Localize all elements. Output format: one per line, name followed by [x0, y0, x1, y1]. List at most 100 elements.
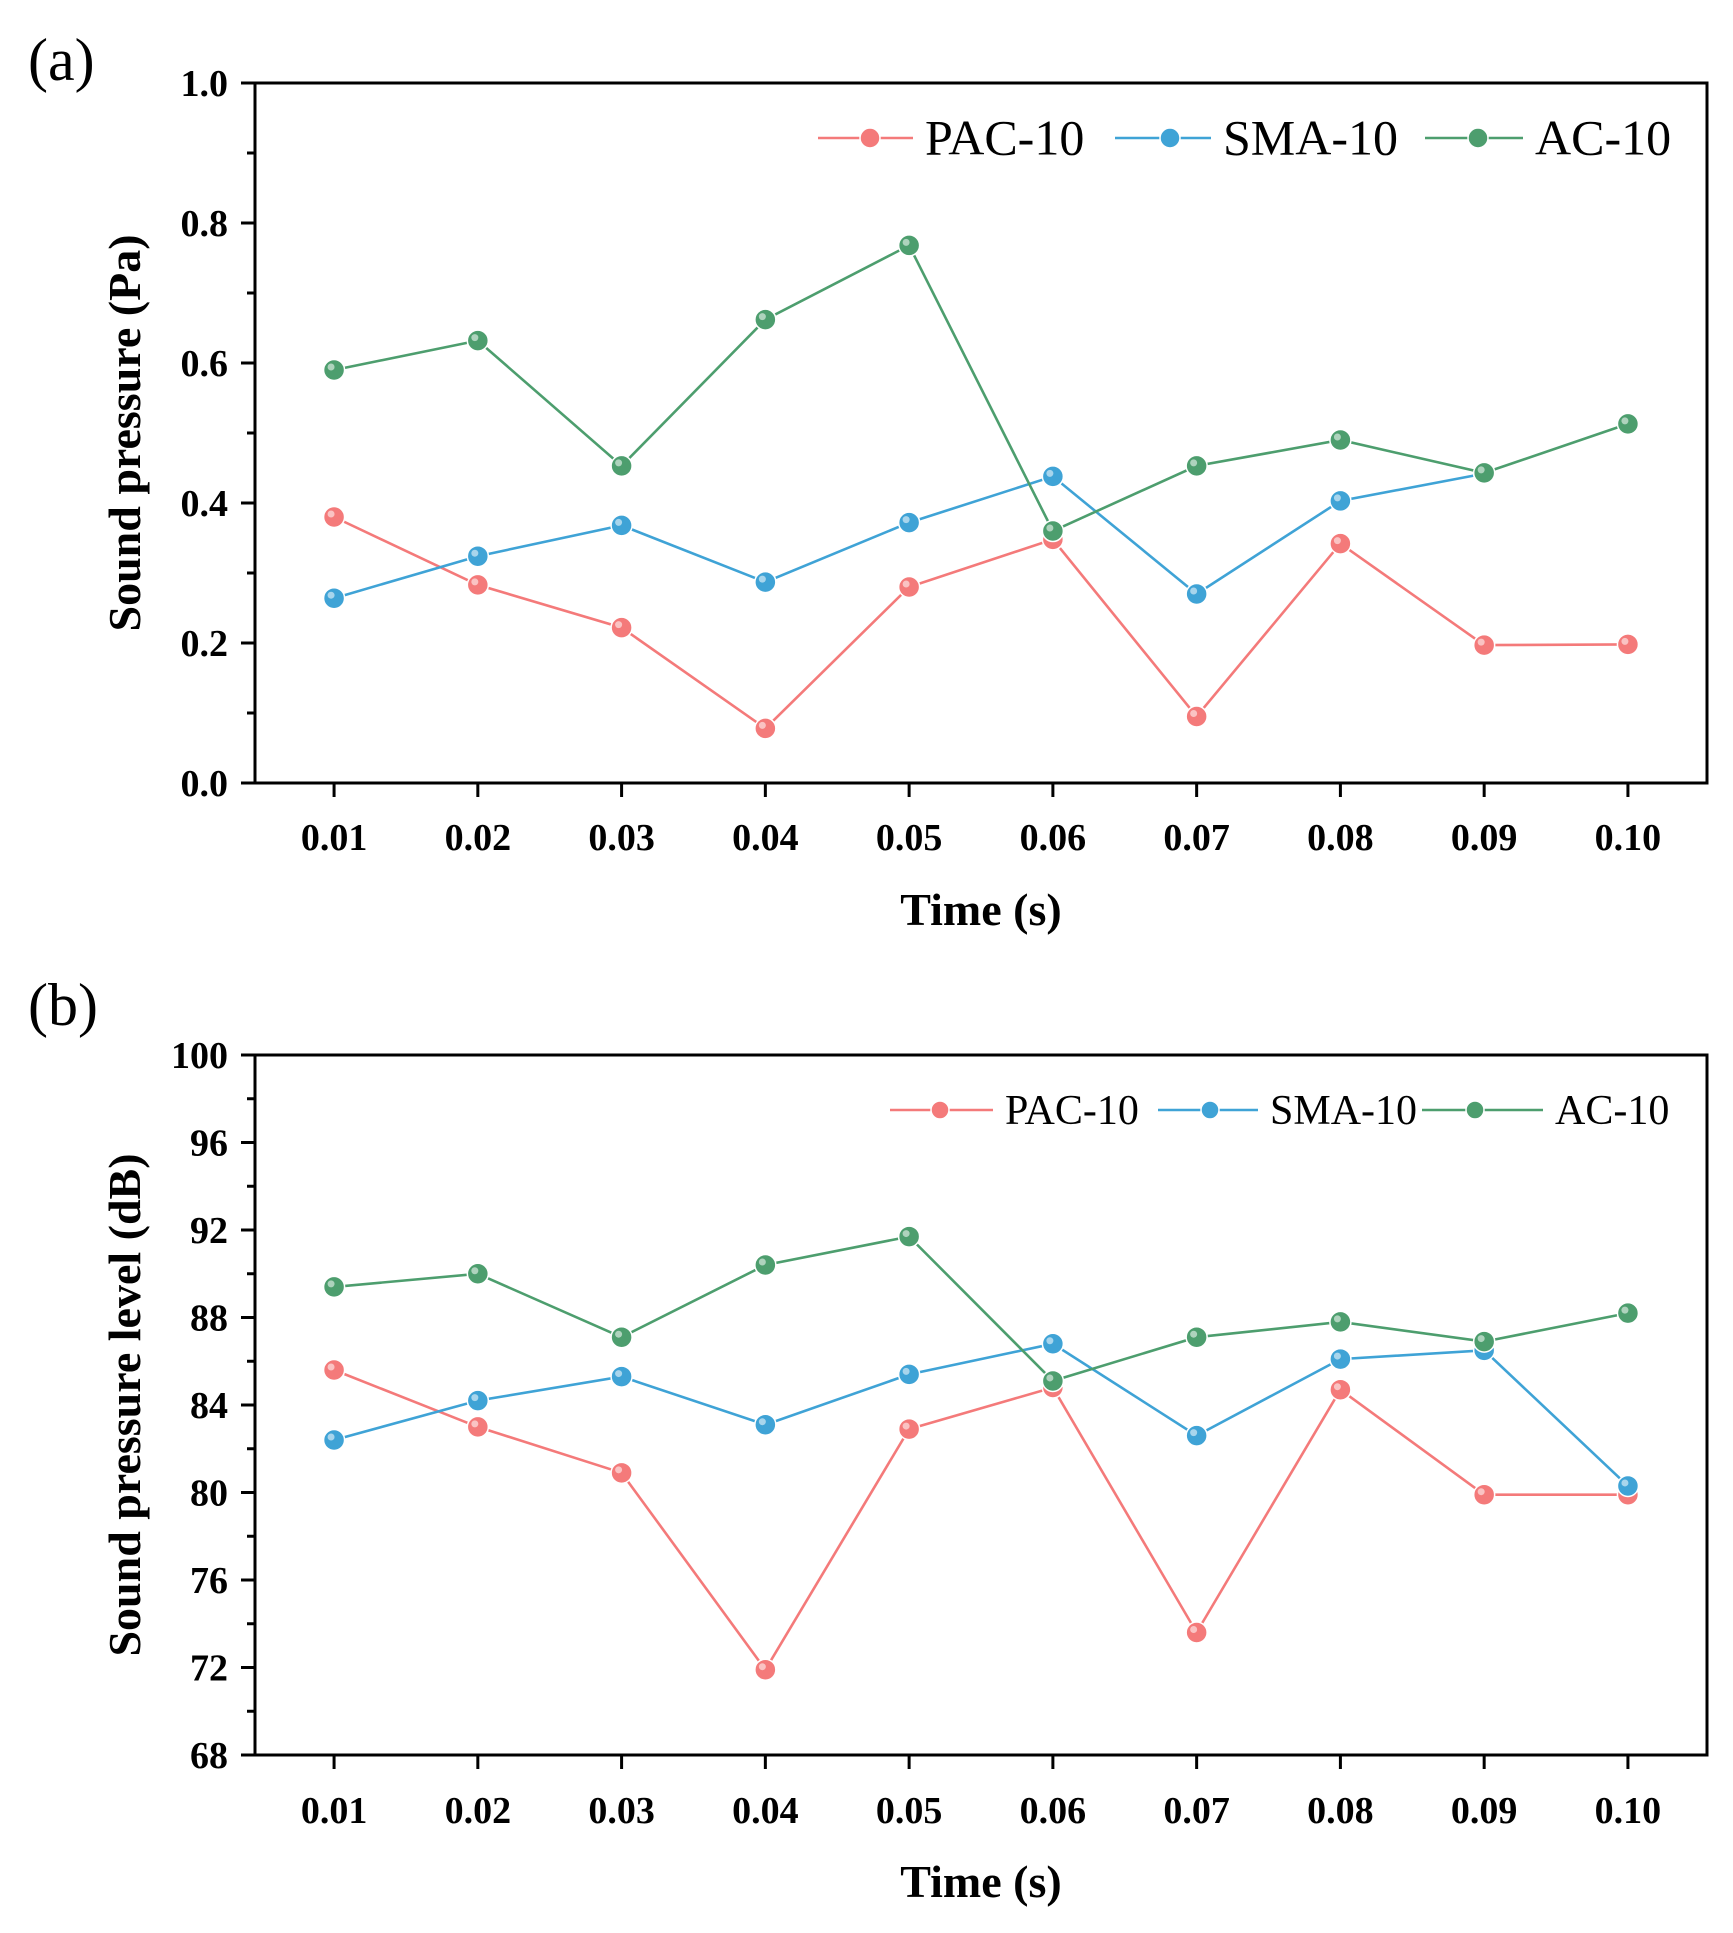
data-point-highlight	[471, 334, 479, 342]
data-point	[1329, 1347, 1352, 1371]
data-point	[466, 573, 490, 597]
data-point-highlight	[902, 238, 910, 246]
data-point	[466, 544, 490, 568]
data-point-highlight	[1621, 1479, 1629, 1487]
data-point-highlight	[1046, 469, 1054, 477]
data-point-highlight	[327, 363, 335, 371]
x-tick-label: 0.05	[876, 817, 943, 859]
x-tick-label: 0.01	[301, 817, 368, 859]
legend-marker	[1467, 127, 1489, 149]
y-tick-label: 100	[171, 1035, 228, 1077]
data-point-highlight	[1046, 1374, 1054, 1382]
series-sma-10	[322, 462, 1496, 610]
data-point	[322, 358, 346, 382]
y-tick-label: 0.6	[181, 343, 229, 385]
series-ac-10	[322, 234, 1640, 543]
data-point	[610, 454, 633, 478]
data-point-highlight	[615, 459, 623, 467]
panel-label: (a)	[28, 27, 95, 93]
data-point-highlight	[615, 518, 623, 526]
data-point	[1329, 489, 1352, 513]
data-point	[1472, 461, 1496, 485]
data-point	[322, 1275, 346, 1299]
data-point	[1185, 1424, 1208, 1447]
y-tick-label: 80	[190, 1473, 228, 1515]
data-point-highlight	[1477, 466, 1485, 474]
data-point	[466, 1415, 490, 1439]
data-point	[610, 1365, 633, 1388]
data-point-highlight	[471, 549, 479, 557]
data-point-highlight	[1190, 587, 1198, 595]
data-point-highlight	[1477, 1335, 1485, 1343]
data-point-highlight	[471, 1394, 479, 1402]
y-tick-label: 1.0	[181, 63, 229, 105]
x-axis-title: Time (s)	[900, 1856, 1061, 1907]
data-point-highlight	[1477, 1488, 1485, 1496]
x-tick-label: 0.02	[445, 1790, 512, 1832]
data-point	[897, 1363, 921, 1386]
data-point-highlight	[1190, 710, 1198, 717]
data-point	[1185, 1621, 1208, 1644]
x-tick-label: 0.10	[1595, 817, 1662, 859]
legend-label: SMA-10	[1270, 1088, 1417, 1134]
data-point-highlight	[902, 1230, 910, 1238]
data-point-highlight	[1333, 1352, 1341, 1360]
data-point	[1472, 1483, 1496, 1506]
data-point-highlight	[758, 1663, 766, 1671]
x-tick-label: 0.01	[301, 1790, 368, 1832]
y-tick-label: 0.8	[181, 203, 229, 245]
data-point-highlight	[1333, 537, 1341, 545]
legend-marker	[1159, 127, 1181, 149]
x-tick-label: 0.09	[1451, 817, 1518, 859]
legend-label: AC-10	[1535, 110, 1671, 166]
data-point-highlight	[758, 313, 766, 321]
x-tick-label: 0.04	[732, 817, 799, 859]
legend-marker	[1465, 1100, 1485, 1120]
legend-label: AC-10	[1555, 1088, 1669, 1134]
data-point	[1185, 582, 1208, 606]
y-tick-label: 0.4	[181, 483, 229, 525]
legend-label: SMA-10	[1223, 110, 1398, 166]
data-point	[1041, 519, 1065, 543]
data-point-highlight	[1190, 1429, 1198, 1437]
data-point-highlight	[615, 1330, 623, 1338]
data-point	[322, 586, 346, 610]
y-tick-label: 96	[190, 1123, 228, 1165]
data-point	[1329, 428, 1352, 452]
data-point-highlight	[327, 1433, 335, 1441]
data-point	[897, 1417, 921, 1441]
data-point	[1329, 1310, 1352, 1334]
x-tick-label: 0.07	[1163, 1790, 1230, 1832]
data-point	[610, 1461, 633, 1485]
data-point-highlight	[471, 1267, 479, 1275]
data-point-highlight	[758, 721, 766, 729]
legend-marker	[1200, 1100, 1220, 1120]
data-point-highlight	[1621, 1306, 1629, 1314]
y-tick-label: 88	[190, 1298, 228, 1340]
data-point	[897, 575, 921, 599]
series-line	[333, 1342, 1629, 1487]
series-line	[333, 1235, 1629, 1383]
x-axis-title: Time (s)	[900, 884, 1061, 935]
data-point	[897, 511, 921, 534]
data-point-highlight	[1621, 417, 1629, 425]
x-tick-label: 0.02	[445, 817, 512, 859]
data-point	[754, 717, 777, 740]
data-point-highlight	[615, 1466, 623, 1474]
data-point-highlight	[1046, 1337, 1054, 1345]
data-point-highlight	[1477, 638, 1485, 646]
data-point-highlight	[902, 580, 910, 588]
data-point-highlight	[471, 1420, 479, 1428]
series-line	[333, 243, 1629, 533]
y-tick-label: 68	[190, 1735, 228, 1777]
data-point-highlight	[327, 1280, 335, 1288]
data-point	[466, 1262, 490, 1285]
data-point-highlight	[758, 1418, 766, 1426]
legend-marker	[930, 1100, 950, 1120]
data-point-highlight	[758, 575, 766, 583]
y-axis-title: Sound pressure (Pa)	[99, 234, 150, 631]
y-tick-label: 84	[190, 1385, 228, 1427]
data-point	[466, 329, 490, 352]
plot-frame	[253, 81, 1709, 785]
data-point	[1616, 1474, 1640, 1498]
